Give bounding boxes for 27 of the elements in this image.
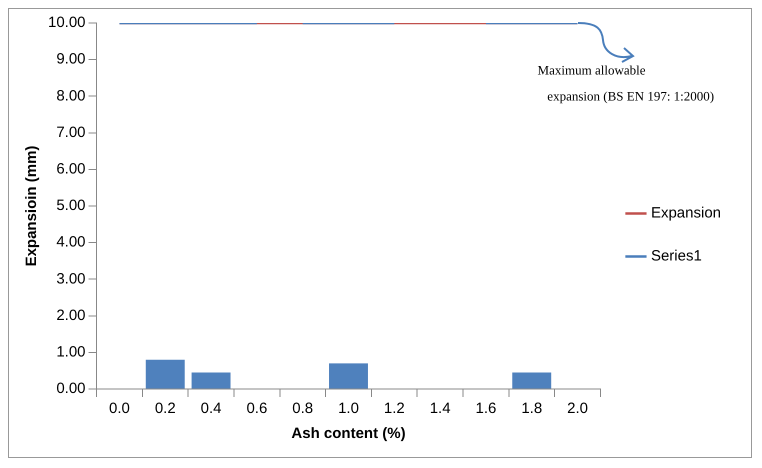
x-tick-label: 1.6 [475, 400, 496, 418]
x-tick-label: 1.0 [338, 400, 359, 418]
y-tick-label: 9.00 [56, 50, 86, 68]
y-tick-label: 2.00 [56, 306, 86, 324]
y-tick-label: 10.00 [48, 14, 86, 32]
y-tick-label: 0.00 [56, 380, 86, 398]
x-tick-label: 0.2 [154, 400, 176, 418]
y-tick-label: 7.00 [56, 124, 86, 141]
x-tick-label: 0.4 [200, 400, 222, 418]
x-tick-label: 0.6 [246, 400, 268, 418]
x-tick-label: 1.4 [430, 400, 451, 418]
x-tick-label: 1.2 [384, 400, 405, 418]
legend-label: Expansion [650, 204, 722, 222]
y-axis-title: Expansioin (mm) [23, 146, 40, 266]
x-tick-label: 2.0 [567, 400, 588, 418]
x-tick-label: 0.8 [292, 400, 314, 418]
y-tick-label: 8.00 [56, 87, 86, 104]
x-tick-label: 1.8 [521, 400, 542, 418]
y-tick-label: 6.00 [56, 160, 86, 178]
legend-label: Series1 [650, 248, 702, 265]
annotation: Maximum allowable expansion (BS EN 197: 1:2000) [538, 62, 714, 104]
y-tick-label: 3.00 [56, 270, 86, 288]
y-tick-label: 1.00 [56, 344, 86, 361]
x-axis-title: Ash content (%) [291, 425, 406, 442]
y-tick-label: 4.00 [56, 234, 86, 251]
x-tick-label: 0.0 [109, 400, 130, 418]
y-tick-label: 5.00 [56, 197, 86, 214]
